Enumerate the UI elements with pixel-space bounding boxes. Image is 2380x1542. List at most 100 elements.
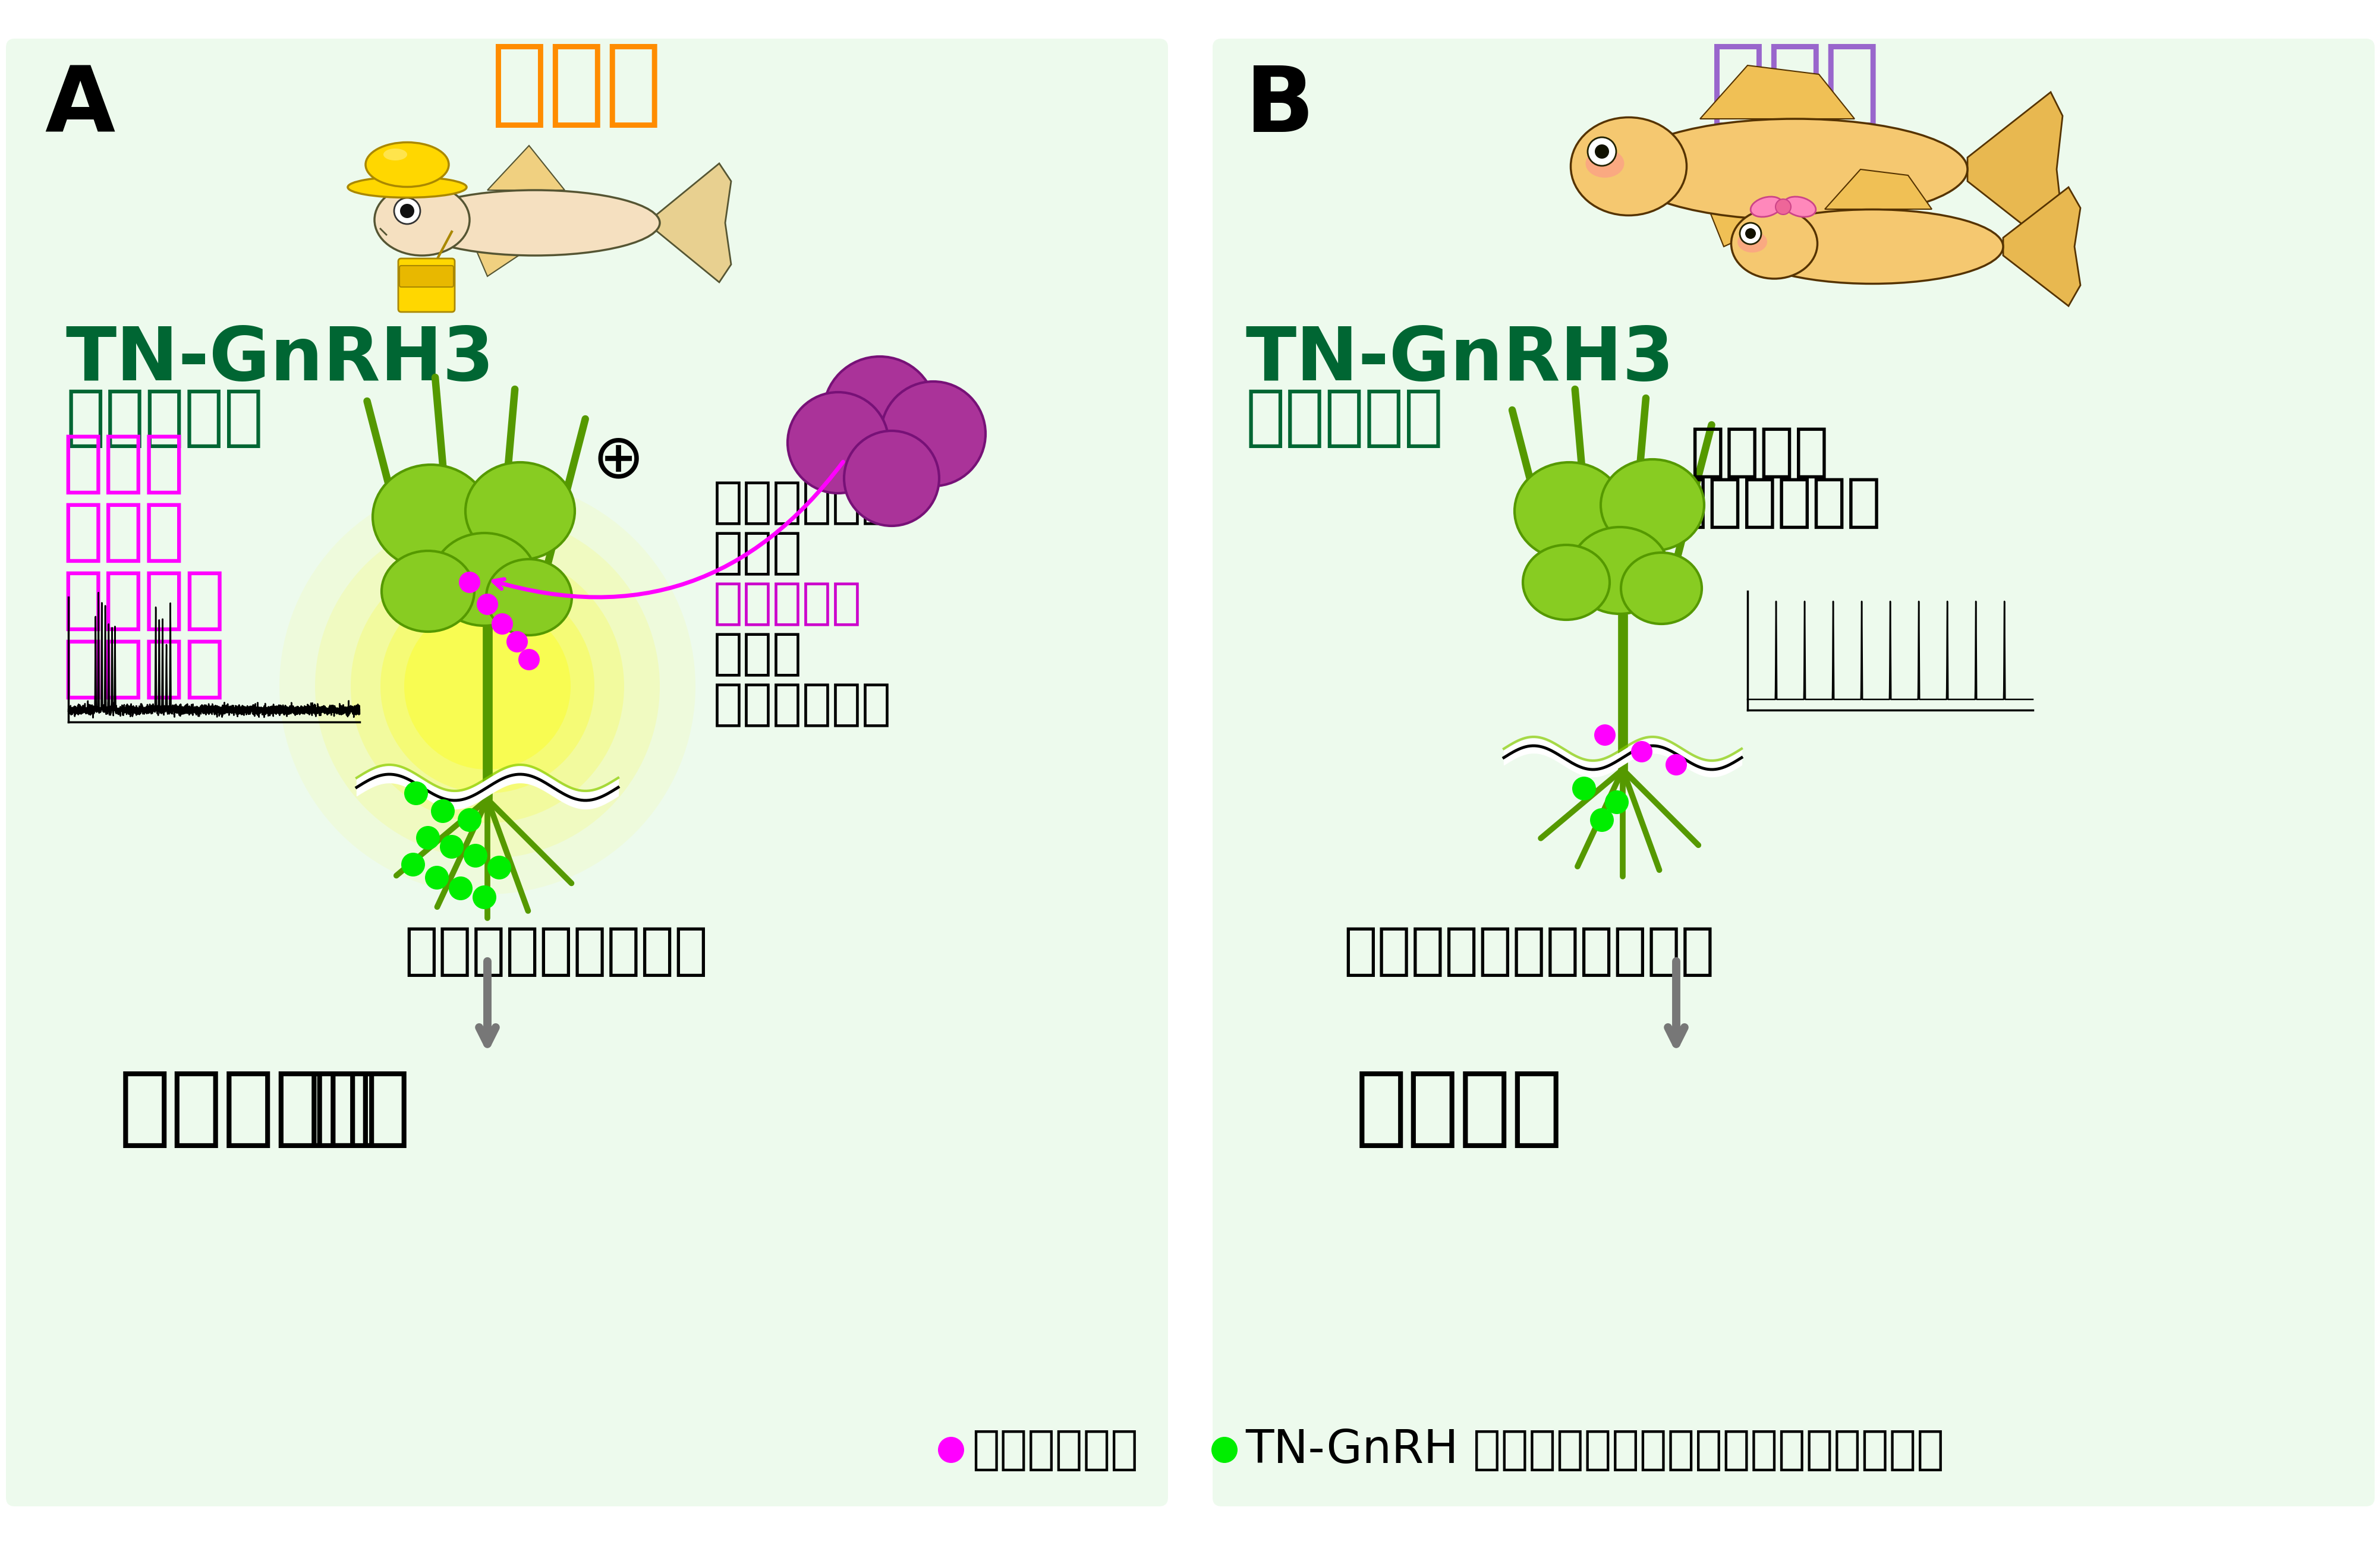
Ellipse shape [374,183,469,256]
Circle shape [474,885,495,910]
Circle shape [426,865,450,890]
Polygon shape [654,163,731,282]
Circle shape [845,430,940,526]
Text: ニューロン: ニューロン [64,386,264,450]
Text: 規則的な: 規則的な [1690,426,1828,480]
Text: 神経ペプチドの放出: 神経ペプチドの放出 [405,924,707,979]
Polygon shape [488,145,564,190]
Text: TN-GnRH3: TN-GnRH3 [1245,324,1673,396]
Circle shape [881,381,985,486]
Circle shape [1666,754,1687,776]
Circle shape [402,853,426,876]
Ellipse shape [433,534,536,626]
Text: 幼少期: 幼少期 [62,430,183,497]
FancyBboxPatch shape [5,39,1169,1507]
Ellipse shape [1737,231,1766,253]
Text: 幼少期: 幼少期 [490,39,662,131]
Circle shape [1571,777,1595,800]
Circle shape [488,856,512,879]
Text: B: B [1245,62,1314,151]
Text: 神経活動の: 神経活動の [119,1067,378,1150]
Ellipse shape [347,177,466,197]
FancyBboxPatch shape [400,265,455,287]
Circle shape [314,513,659,859]
Text: 主にグルタミン酸の放出: 主にグルタミン酸の放出 [1342,924,1714,979]
Text: グルタミン酸: グルタミン酸 [714,478,892,526]
Circle shape [431,799,455,823]
Circle shape [507,631,528,652]
Circle shape [490,614,512,635]
Circle shape [405,603,571,769]
Circle shape [1595,725,1616,746]
Text: TN-GnRH ニューロンで産生される神経ペプチド: TN-GnRH ニューロンで産生される神経ペプチド [1245,1428,1944,1473]
Circle shape [1211,1437,1238,1463]
Text: からの: からの [714,629,802,678]
Ellipse shape [1730,208,1816,279]
Text: ニューロン: ニューロン [714,580,862,628]
Ellipse shape [381,550,474,632]
Circle shape [381,580,595,793]
Ellipse shape [1599,460,1704,550]
Circle shape [1745,228,1756,239]
Circle shape [938,1437,964,1463]
FancyBboxPatch shape [1211,39,2375,1507]
Circle shape [416,827,440,850]
Circle shape [519,649,540,671]
Circle shape [1740,224,1761,244]
Circle shape [823,356,935,469]
Ellipse shape [486,560,571,635]
Text: 神経伝達: 神経伝達 [1354,1067,1564,1150]
Text: 作動性: 作動性 [714,529,802,577]
Ellipse shape [383,148,407,160]
Circle shape [450,876,474,901]
Ellipse shape [1523,544,1609,620]
Polygon shape [469,234,524,276]
Polygon shape [1699,65,1854,119]
Circle shape [1630,742,1652,762]
Circle shape [1590,808,1614,831]
Ellipse shape [466,463,574,560]
Circle shape [788,392,888,493]
Text: 低頻度発火活動: 低頻度発火活動 [1637,475,1880,530]
Ellipse shape [1571,117,1685,216]
Ellipse shape [1749,197,1783,217]
Text: ニューロン: ニューロン [1245,386,1442,450]
Ellipse shape [1514,463,1623,560]
Circle shape [1587,137,1616,167]
Polygon shape [1699,187,1790,247]
Polygon shape [1825,170,1930,210]
Text: TN-GnRH3: TN-GnRH3 [64,324,495,396]
Circle shape [405,782,428,805]
Circle shape [476,594,497,615]
Text: A: A [45,62,114,151]
Text: グルタミン酸: グルタミン酸 [971,1428,1138,1473]
Circle shape [464,843,488,868]
Text: 持続的な入力: 持続的な入力 [714,680,892,728]
Text: ⊕: ⊕ [593,430,645,490]
Circle shape [278,478,695,894]
Circle shape [459,572,481,594]
Circle shape [1775,199,1790,214]
Ellipse shape [1623,119,1966,221]
Polygon shape [2002,187,2080,305]
Text: 成体期: 成体期 [1709,39,1880,131]
Circle shape [440,834,464,859]
Text: 発火活動: 発火活動 [62,635,226,702]
Circle shape [350,549,624,823]
Ellipse shape [374,464,488,569]
Polygon shape [1966,93,2061,247]
Circle shape [1604,791,1628,814]
Text: 特異的: 特異的 [62,500,183,564]
Ellipse shape [367,142,450,187]
Ellipse shape [1571,527,1668,614]
Ellipse shape [1621,552,1702,625]
Text: バースト: バースト [62,567,226,634]
Ellipse shape [1742,210,2002,284]
Circle shape [400,204,414,217]
Circle shape [1595,145,1609,159]
Ellipse shape [1585,150,1623,177]
Ellipse shape [409,190,659,256]
Text: 調節: 調節 [307,1067,412,1150]
Circle shape [457,808,481,831]
Circle shape [395,197,421,224]
